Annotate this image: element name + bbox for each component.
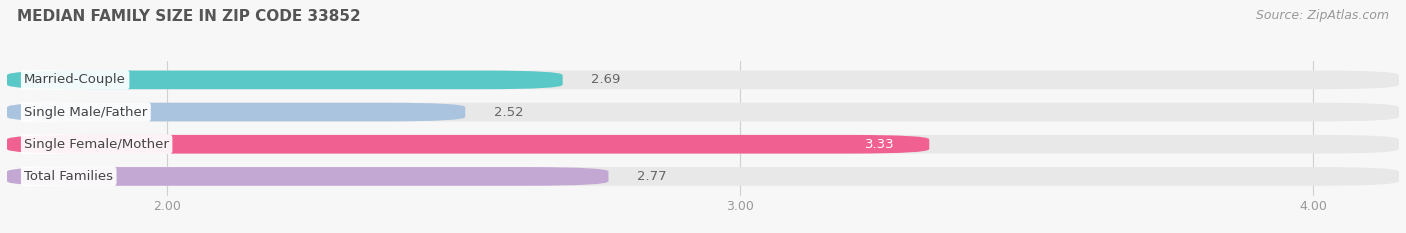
FancyBboxPatch shape	[7, 71, 562, 89]
Text: 2.69: 2.69	[592, 73, 620, 86]
Text: Source: ZipAtlas.com: Source: ZipAtlas.com	[1256, 9, 1389, 22]
FancyBboxPatch shape	[7, 103, 465, 121]
Text: Single Male/Father: Single Male/Father	[24, 106, 148, 119]
FancyBboxPatch shape	[7, 135, 929, 154]
Text: Total Families: Total Families	[24, 170, 114, 183]
Text: 2.77: 2.77	[637, 170, 666, 183]
Text: Single Female/Mother: Single Female/Mother	[24, 138, 169, 151]
FancyBboxPatch shape	[7, 167, 1399, 186]
FancyBboxPatch shape	[7, 71, 1399, 89]
Text: Married-Couple: Married-Couple	[24, 73, 127, 86]
FancyBboxPatch shape	[7, 167, 609, 186]
FancyBboxPatch shape	[7, 103, 1399, 121]
Text: 2.52: 2.52	[494, 106, 523, 119]
Text: MEDIAN FAMILY SIZE IN ZIP CODE 33852: MEDIAN FAMILY SIZE IN ZIP CODE 33852	[17, 9, 360, 24]
Text: 3.33: 3.33	[865, 138, 894, 151]
FancyBboxPatch shape	[7, 135, 1399, 154]
